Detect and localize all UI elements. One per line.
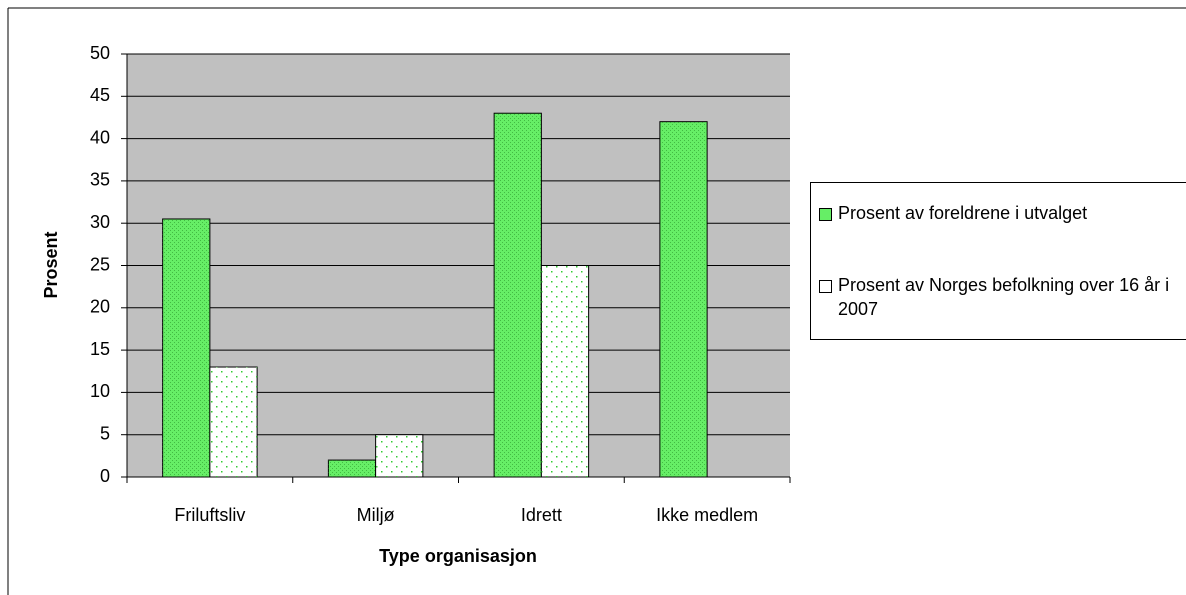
y-tick-label: 25	[90, 254, 110, 274]
x-axis-label: Type organisasjon	[379, 546, 537, 566]
bar	[375, 434, 424, 478]
y-tick-label: 40	[90, 127, 110, 147]
legend-swatch	[819, 280, 832, 293]
bar	[659, 121, 708, 478]
x-tick-label: Miljø	[357, 505, 395, 525]
legend: Prosent av foreldrene i utvalget Prosent …	[810, 182, 1186, 340]
y-tick-label: 5	[100, 423, 110, 443]
y-tick-label: 30	[90, 212, 110, 232]
legend-label: Prosent av foreldrene i utvalget	[838, 203, 1088, 223]
y-tick-label: 15	[90, 339, 110, 359]
x-tick-label: Friluftsliv	[174, 505, 245, 525]
y-tick-label: 20	[90, 297, 110, 317]
x-tick-label: Idrett	[521, 505, 562, 525]
legend-entry: Prosent av foreldrene i utvalget	[819, 201, 1186, 225]
y-tick-label: 35	[90, 170, 110, 190]
y-tick-label: 50	[90, 43, 110, 63]
bar	[540, 265, 590, 478]
y-tick-label: 0	[100, 466, 110, 486]
legend-label: Prosent av Norges befolkning over 16 år …	[838, 275, 1170, 319]
legend-swatch	[819, 208, 832, 221]
bar	[327, 459, 377, 478]
bar	[493, 112, 542, 478]
y-axis-label: Prosent	[41, 231, 61, 298]
x-tick-label: Ikke medlem	[656, 505, 758, 525]
bar	[162, 218, 211, 478]
legend-entry: Prosent av Norges befolkning over 16 år …	[819, 273, 1186, 321]
bar	[209, 366, 258, 478]
y-tick-label: 10	[90, 381, 110, 401]
y-tick-label: 45	[90, 85, 110, 105]
